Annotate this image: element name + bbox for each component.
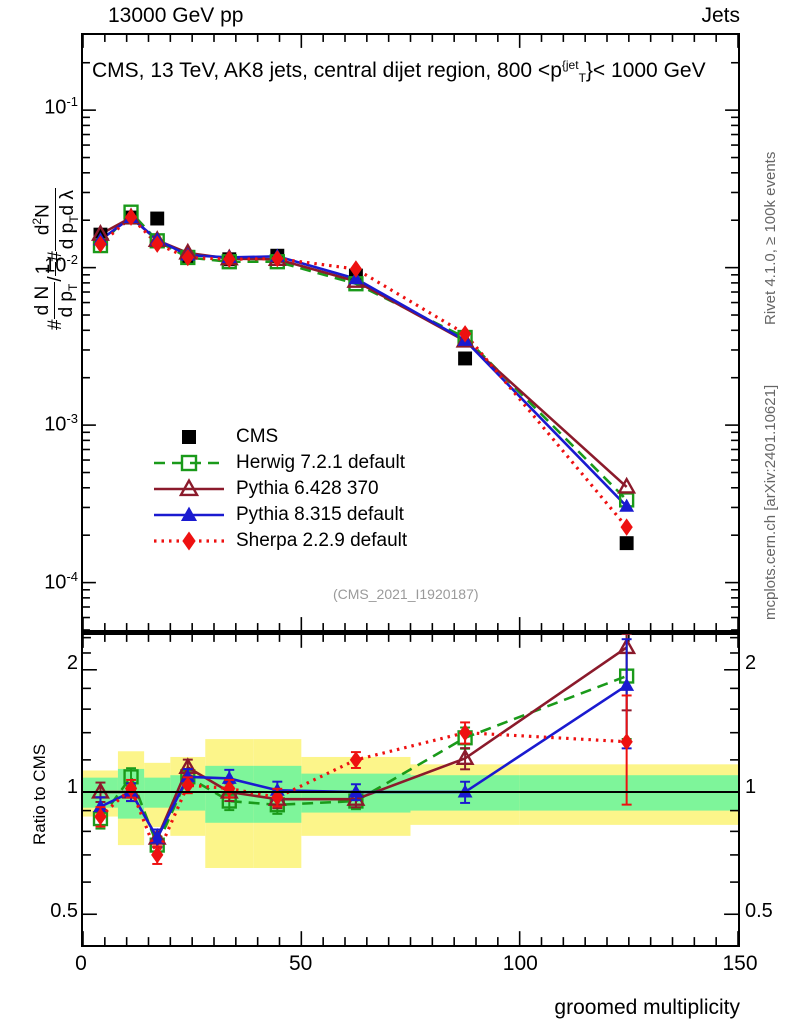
page-title: CMS, 13 TeV, AK8 jets, central dijet reg… xyxy=(92,58,706,85)
plot-title-prefix: CMS, 13 TeV, AK8 jets, central dijet reg… xyxy=(92,59,562,82)
y-tick-mantissa: 10 xyxy=(44,413,67,436)
y-ticks-main: 10-1 10-2 10-3 10-4 xyxy=(0,0,78,1024)
main-plot-panel xyxy=(81,33,740,632)
y-tick-exponent: -2 xyxy=(66,252,78,268)
y-tick-main-2: 10-3 xyxy=(44,411,78,437)
y-tick-main-3: 10-4 xyxy=(44,569,78,595)
legend-label-1: Herwig 7.2.1 default xyxy=(236,452,405,473)
legend-label-0: CMS xyxy=(236,426,279,447)
y-tick-ratio-left-2: 0.5 xyxy=(50,899,78,922)
legend-item-2[interactable]: Pythia 6.428 370 xyxy=(152,476,407,502)
y-tick-ratio-right-0: 2 xyxy=(745,652,757,675)
legend-item-4[interactable]: Sherpa 2.2.9 default xyxy=(152,528,407,554)
y-tick-mantissa: 10 xyxy=(44,254,67,277)
analysis-category-label: Jets xyxy=(701,4,740,27)
legend-item-1[interactable]: Herwig 7.2.1 default xyxy=(152,450,407,476)
y-tick-ratio-right-1: 1 xyxy=(745,776,757,799)
y-tick-mantissa: 10 xyxy=(44,571,67,594)
y-ticks-ratio-right: 2 1 0.5 xyxy=(745,0,786,1024)
legend-item-3[interactable]: Pythia 8.315 default xyxy=(152,502,407,528)
legend-item-0[interactable]: CMS xyxy=(152,424,407,450)
y-tick-exponent: -3 xyxy=(66,410,78,426)
x-tick-3: 150 xyxy=(722,952,758,975)
plot-title-superscript: {jet xyxy=(561,58,579,72)
legend-label-3: Pythia 8.315 default xyxy=(236,504,404,525)
legend-marker-diamond-filled-icon xyxy=(152,530,226,552)
plot-title-subscript: T xyxy=(578,71,586,86)
y-tick-exponent: -1 xyxy=(66,93,78,109)
legend-label-4: Sherpa 2.2.9 default xyxy=(236,530,408,551)
y-tick-ratio-left-0: 2 xyxy=(66,652,78,675)
x-tick-1: 50 xyxy=(288,952,313,975)
y-tick-ratio-left-1: 1 xyxy=(66,776,78,799)
legend-marker-square-filled-icon xyxy=(152,426,226,448)
legend: CMS Herwig 7.2.1 default Pythia 6.428 370 P… xyxy=(152,424,407,554)
y-tick-main-1: 10-2 xyxy=(44,252,78,278)
y-tick-exponent: -4 xyxy=(66,569,78,585)
y-tick-main-0: 10-1 xyxy=(44,94,78,120)
y-ticks-ratio-left: 2 1 0.5 xyxy=(0,0,78,1024)
ratio-plot-svg xyxy=(83,634,738,945)
y-tick-mantissa: 10 xyxy=(44,96,67,119)
legend-label-2: Pythia 6.428 370 xyxy=(236,478,379,499)
x-axis-label: groomed multiplicity xyxy=(554,996,740,1019)
legend-marker-square-open-icon xyxy=(152,452,226,474)
y-tick-ratio-right-2: 0.5 xyxy=(745,899,773,922)
x-tick-0: 0 xyxy=(75,952,87,975)
legend-marker-triangle-filled-icon xyxy=(152,504,226,526)
main-plot-svg xyxy=(83,35,738,630)
x-tick-2: 100 xyxy=(502,952,538,975)
analysis-id-watermark: (CMS_2021_I1920187) xyxy=(333,586,479,602)
beam-energy-label: 13000 GeV pp xyxy=(108,4,244,27)
ratio-plot-panel xyxy=(81,632,740,947)
legend-marker-triangle-open-icon xyxy=(152,478,226,500)
plot-title-suffix: }< 1000 GeV xyxy=(585,59,706,82)
